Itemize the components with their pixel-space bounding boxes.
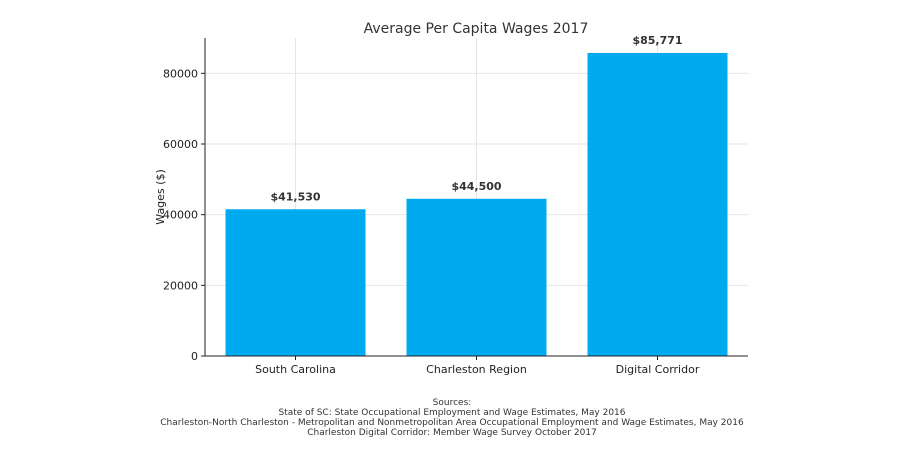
- data-label: $44,500: [451, 180, 501, 193]
- x-ticks: South Carolina Charleston Region Digital C…: [255, 356, 700, 376]
- data-label: $41,530: [270, 190, 320, 203]
- source-line: State of SC: State Occupational Employme…: [279, 408, 626, 418]
- bars: [225, 52, 728, 356]
- y-tick-label: 80000: [163, 67, 198, 80]
- data-labels: $41,530 $44,500 $85,771: [270, 34, 682, 203]
- x-tick-label: Digital Corridor: [616, 363, 700, 376]
- y-ticks: 0 20000 40000 60000 80000: [163, 67, 205, 363]
- sources-block: Sources: State of SC: State Occupational…: [160, 398, 744, 438]
- x-tick-label: Charleston Region: [426, 363, 527, 376]
- y-tick-label: 40000: [163, 209, 198, 222]
- source-line: Charleston Digital Corridor: Member Wage…: [307, 428, 597, 438]
- y-tick-label: 0: [191, 350, 198, 363]
- x-tick-label: South Carolina: [255, 363, 336, 376]
- y-tick-label: 20000: [163, 279, 198, 292]
- bar: [406, 198, 547, 356]
- bar: [225, 209, 366, 356]
- chart-title: Average Per Capita Wages 2017: [364, 21, 589, 37]
- sources-heading: Sources:: [433, 398, 472, 408]
- y-axis-label: Wages ($): [154, 169, 167, 224]
- bar: [587, 52, 728, 356]
- y-tick-label: 60000: [163, 138, 198, 151]
- source-line: Charleston-North Charleston - Metropolit…: [160, 418, 744, 428]
- data-label: $85,771: [632, 34, 682, 47]
